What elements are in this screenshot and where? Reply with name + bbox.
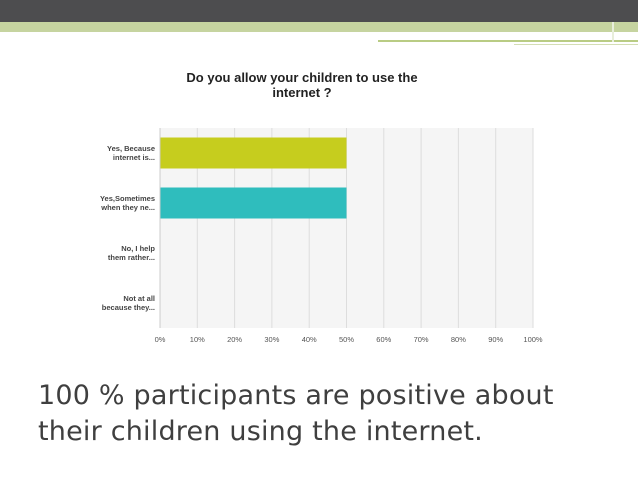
x-tick-label: 80% bbox=[451, 335, 466, 344]
slide-top-bar bbox=[0, 0, 638, 22]
x-tick-label: 10% bbox=[190, 335, 205, 344]
x-tick-label: 100% bbox=[523, 335, 543, 344]
x-tick-label: 0% bbox=[155, 335, 166, 344]
x-tick-label: 50% bbox=[339, 335, 354, 344]
y-category-label: No, I help bbox=[121, 244, 155, 253]
slide-accent-line bbox=[378, 40, 638, 42]
bar-chart: Do you allow your children to use theint… bbox=[100, 70, 543, 344]
chart-title-line: Do you allow your children to use the bbox=[186, 70, 417, 85]
chart-title-line: internet ? bbox=[272, 85, 331, 100]
x-tick-label: 20% bbox=[227, 335, 242, 344]
x-tick-label: 70% bbox=[414, 335, 429, 344]
y-category-label: them rather... bbox=[108, 253, 155, 262]
slide-accent-tick bbox=[612, 22, 614, 42]
y-category-label: internet is... bbox=[113, 153, 155, 162]
x-tick-label: 30% bbox=[264, 335, 279, 344]
slide-accent-bar bbox=[0, 22, 638, 32]
y-category-label: Not at all bbox=[123, 294, 155, 303]
x-tick-label: 60% bbox=[376, 335, 391, 344]
y-category-label: when they ne... bbox=[100, 203, 155, 212]
y-category-label: Yes, Because bbox=[107, 144, 155, 153]
x-tick-label: 40% bbox=[302, 335, 317, 344]
bar bbox=[160, 137, 347, 169]
bar bbox=[160, 187, 347, 219]
y-category-label: Yes,Sometimes bbox=[100, 194, 155, 203]
y-category-label: because they... bbox=[102, 303, 155, 312]
x-tick-label: 90% bbox=[488, 335, 503, 344]
slide-accent-line-thin bbox=[514, 44, 638, 45]
caption-line-2: their children using the internet. bbox=[38, 416, 483, 447]
slide-caption: 100 % participants are positive about th… bbox=[38, 378, 618, 450]
caption-line-1: 100 % participants are positive about bbox=[38, 380, 554, 411]
